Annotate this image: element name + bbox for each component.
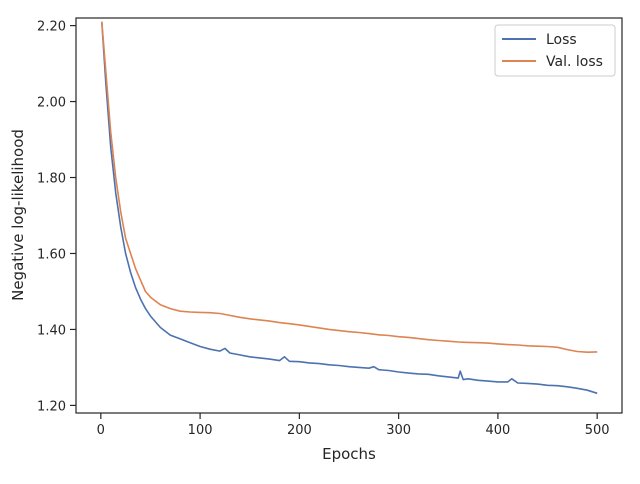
axis-layer: 0 100 200 300 400 500 1.20 1.40 1.60 1.80 2.00 2.20 [37,20,610,438]
legend-label-loss: Loss [546,32,577,48]
plot-background [76,18,622,413]
y-tick-label: 1.20 [37,399,66,414]
series-layer [101,21,598,395]
x-axis-label: Epochs [322,445,376,463]
x-tick-label: 300 [386,423,411,438]
legend: Loss Val. loss [494,24,616,77]
x-tick-label: 100 [188,423,213,438]
plot-frame [75,17,623,414]
y-tick-label: 1.80 [37,172,66,187]
y-tick-label: 1.60 [37,247,66,262]
legend-label-val-loss: Val. loss [546,54,603,70]
y-axis-label: Negative log-likelihood [9,129,27,301]
y-tick-label: 2.00 [37,96,66,111]
x-tick-label: 400 [485,423,510,438]
x-tick-label: 200 [287,423,312,438]
y-tick-label: 1.40 [37,323,66,338]
series-line-loss [101,21,598,395]
y-tick-label: 2.20 [37,20,66,35]
legend-box [494,24,616,77]
x-tick-label: 500 [585,423,610,438]
x-tick-label: 0 [97,423,105,438]
series-line-val-loss [101,21,598,353]
